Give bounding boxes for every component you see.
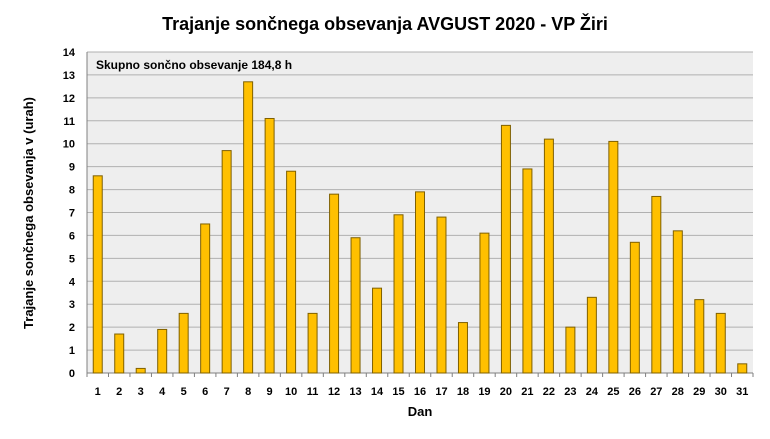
- bar-day-1: [92, 175, 103, 374]
- bar-day-20: [500, 124, 511, 374]
- x-tick-label: 30: [715, 386, 727, 398]
- bar-day-16: [415, 191, 425, 374]
- bar-day-6: [200, 223, 211, 374]
- y-tick-label: 9: [69, 162, 75, 174]
- x-tick-label: 1: [95, 386, 101, 398]
- x-tick-label: 13: [349, 386, 361, 398]
- y-tick-label: 7: [69, 208, 75, 220]
- bar-day-19: [479, 232, 490, 374]
- x-tick-label: 6: [202, 386, 208, 398]
- bar-day-15: [393, 214, 404, 374]
- bar-day-23: [565, 326, 576, 374]
- x-tick-label: 8: [245, 386, 251, 398]
- y-axis-title: Trajanje sončnega obsevanja v (urah): [21, 97, 36, 329]
- total-sunshine-annotation: Skupno sončno obsevanje 184,8 h: [96, 58, 292, 72]
- y-tick-label: 2: [69, 322, 75, 334]
- bar-day-24: [586, 296, 597, 374]
- x-tick-label: 25: [607, 386, 619, 398]
- y-tick-label: 6: [69, 230, 75, 242]
- bar-day-7: [221, 150, 232, 374]
- x-tick-label: 16: [414, 386, 426, 398]
- x-tick-label: 14: [371, 386, 384, 398]
- bar-day-27: [651, 195, 662, 374]
- x-tick-label: 10: [285, 386, 297, 398]
- x-tick-label: 7: [224, 386, 230, 398]
- bar-day-22: [543, 138, 554, 374]
- x-tick-label: 23: [564, 386, 576, 398]
- bar-day-29: [694, 299, 705, 374]
- bar-day-2: [114, 333, 125, 374]
- bar-day-31: [737, 363, 748, 374]
- bar-day-10: [286, 170, 297, 374]
- bar-day-14: [372, 287, 383, 374]
- y-tick-label: 13: [63, 70, 75, 82]
- bar-day-26: [629, 241, 640, 374]
- x-tick-label: 29: [693, 386, 705, 398]
- bar-day-21: [522, 168, 533, 374]
- y-tick-label: 10: [63, 139, 75, 151]
- x-tick-label: 19: [478, 386, 490, 398]
- x-tick-label: 31: [736, 386, 748, 398]
- x-tick-label: 5: [181, 386, 187, 398]
- x-tick-label: 4: [159, 386, 166, 398]
- x-tick-label: 21: [521, 386, 533, 398]
- y-tick-label: 8: [69, 185, 75, 197]
- bar-day-25: [608, 140, 619, 374]
- x-tick-label: 11: [307, 386, 319, 398]
- x-tick-label: 17: [435, 386, 447, 398]
- x-tick-label: 9: [267, 386, 273, 398]
- bar-day-18: [457, 322, 468, 374]
- x-tick-label: 18: [457, 386, 469, 398]
- bar-day-8: [243, 81, 254, 374]
- y-tick-label: 3: [69, 299, 75, 311]
- y-tick-label: 4: [69, 276, 76, 288]
- chart-title: Trajanje sončnega obsevanja AVGUST 2020 …: [162, 13, 608, 34]
- x-axis-title: Dan: [408, 404, 433, 419]
- y-tick-label: 11: [63, 116, 75, 128]
- bar-day-5: [178, 312, 189, 374]
- bar-day-17: [436, 216, 447, 374]
- x-tick-label: 2: [116, 386, 122, 398]
- y-tick-label: 1: [69, 345, 75, 357]
- y-tick-label: 5: [69, 253, 75, 265]
- x-tick-label: 15: [392, 386, 404, 398]
- bar-day-3: [135, 367, 146, 374]
- bar-day-4: [157, 328, 168, 374]
- x-tick-label: 28: [672, 386, 684, 398]
- y-tick-label: 14: [63, 47, 76, 59]
- x-tick-label: 26: [629, 386, 641, 398]
- x-tick-label: 24: [586, 386, 599, 398]
- x-tick-label: 3: [138, 386, 144, 398]
- y-tick-label: 0: [69, 368, 75, 380]
- bar-day-28: [672, 230, 683, 374]
- bar-day-12: [329, 193, 340, 374]
- bar-day-11: [307, 312, 318, 374]
- x-tick-label: 22: [543, 386, 555, 398]
- bar-day-9: [264, 117, 275, 374]
- x-tick-label: 20: [500, 386, 512, 398]
- x-tick-label: 12: [328, 386, 340, 398]
- bar-day-30: [715, 312, 726, 374]
- y-tick-label: 12: [63, 93, 75, 105]
- bar-day-13: [350, 237, 361, 374]
- x-tick-label: 27: [650, 386, 662, 398]
